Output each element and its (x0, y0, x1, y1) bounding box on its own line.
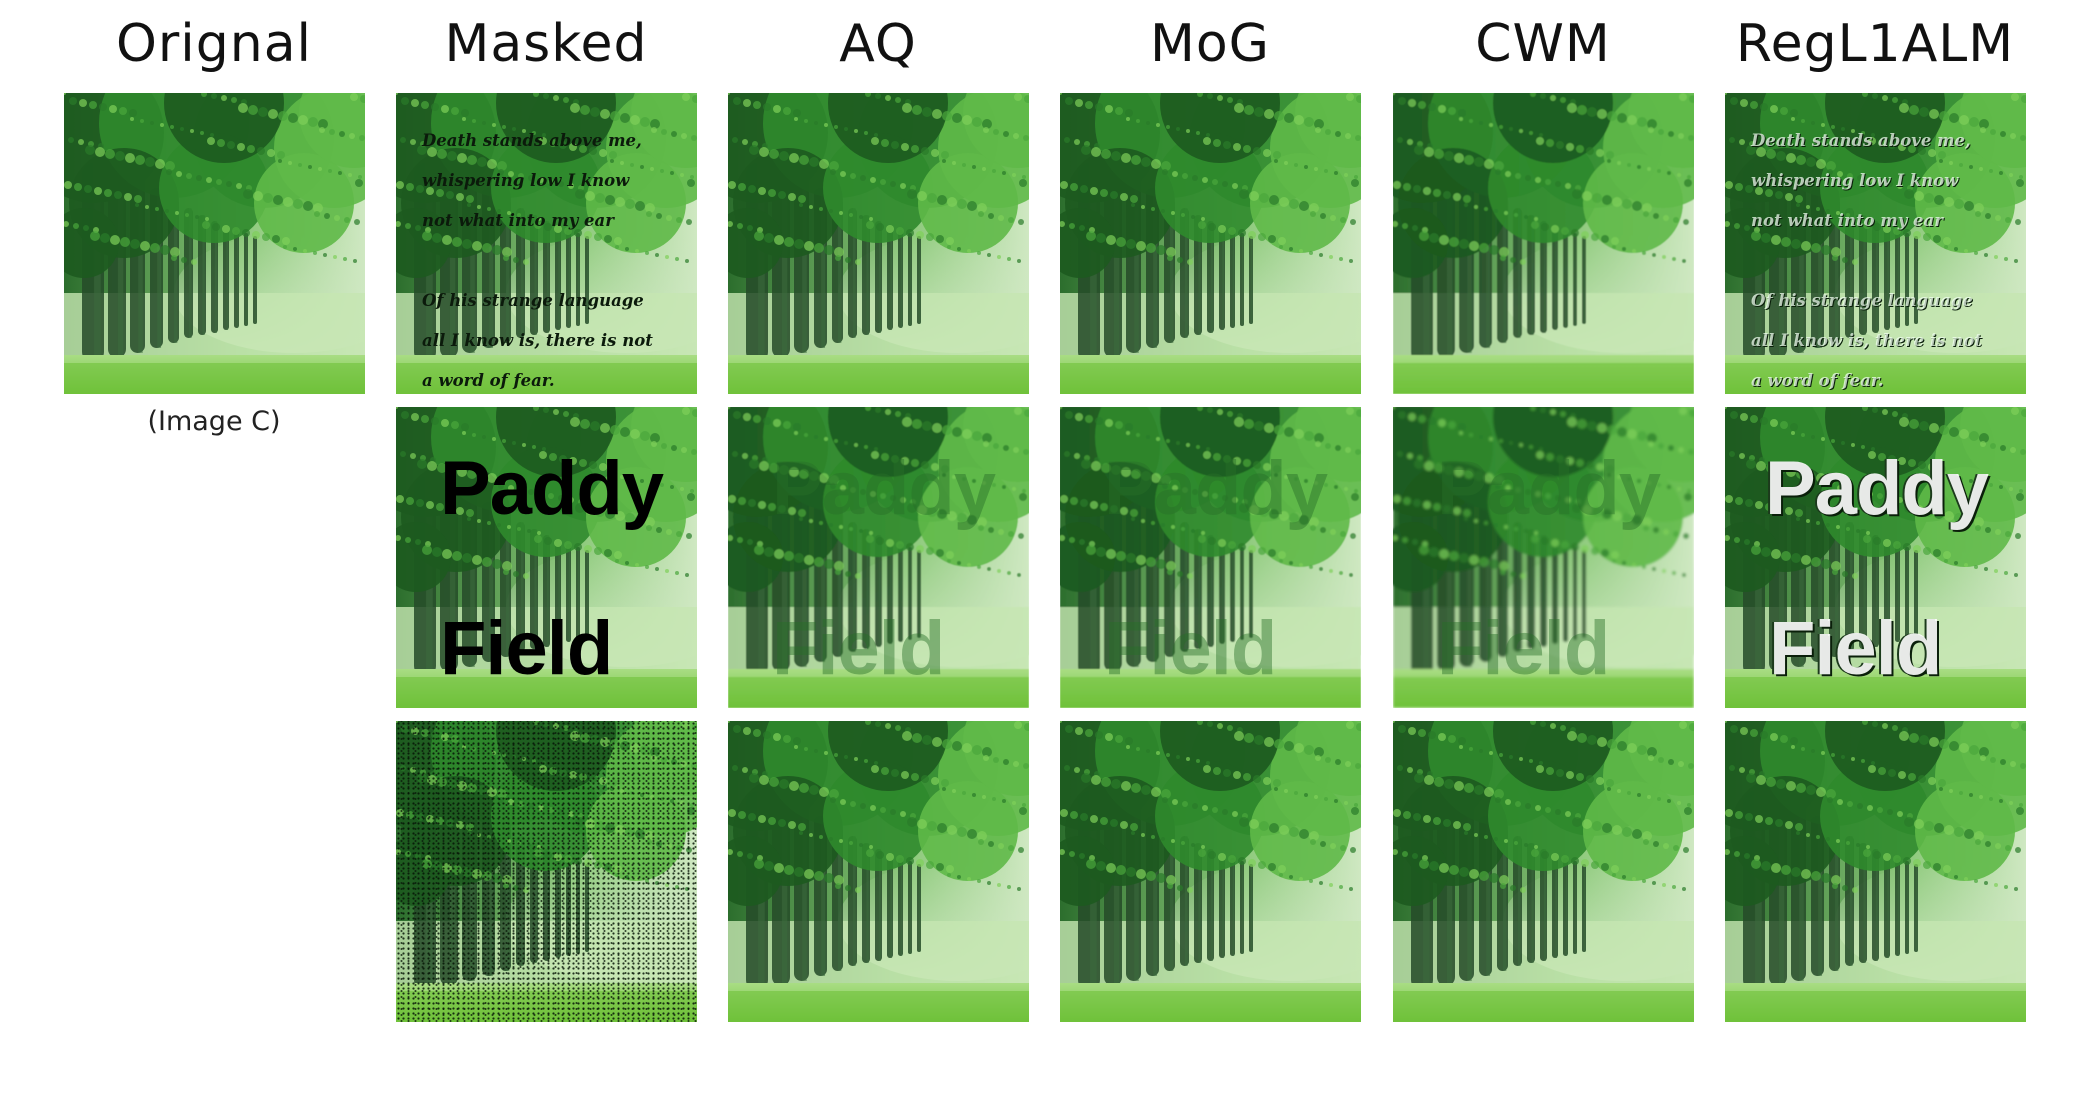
column-header-aq: AQ (839, 14, 917, 74)
aq-result-words: Paddy Field (728, 407, 1029, 708)
masked-word-paddy: Paddy (440, 446, 664, 531)
aq-result-poem (728, 93, 1029, 394)
masked-image-words: Paddy Field (396, 407, 697, 708)
noise-mask (396, 721, 697, 1022)
masked-word-field: Field (440, 606, 613, 691)
cwm-result-poem (1393, 93, 1694, 394)
mog-result-poem (1060, 93, 1361, 394)
original-caption: (Image C) (147, 406, 281, 437)
regl1alm-result-noise (1725, 721, 2026, 1022)
masked-word-paddy: Paddy (1104, 446, 1328, 531)
masked-image-poem: Death stands above me, whispering low I … (396, 93, 697, 394)
masked-word-field: Field (1769, 606, 1942, 691)
masked-word-field: Field (1104, 606, 1277, 691)
cwm-result-noise (1393, 721, 1694, 1022)
masked-word-field: Field (772, 606, 945, 691)
mog-result-noise (1060, 721, 1361, 1022)
original-image (64, 93, 365, 394)
mog-result-words: Paddy Field (1060, 407, 1361, 708)
masked-word-field: Field (1437, 606, 1610, 691)
column-header-masked: Masked (444, 14, 648, 74)
masked-word-paddy: Paddy (772, 446, 996, 531)
column-header-original: Orignal (115, 14, 313, 74)
masked-word-paddy: Paddy (1765, 446, 1989, 531)
masked-word-paddy: Paddy (1437, 446, 1661, 531)
masked-poem-text: Death stands above me, whispering low I … (1751, 131, 1982, 390)
aq-result-noise (728, 721, 1029, 1022)
regl1alm-result-poem: Death stands above me, whispering low I … (1725, 93, 2026, 394)
column-header-cwm: CWM (1475, 14, 1611, 74)
column-header-mog: MoG (1150, 14, 1270, 74)
masked-poem-text: Death stands above me, whispering low I … (422, 131, 653, 390)
regl1alm-result-words: Paddy Field (1725, 407, 2026, 708)
masked-image-noise (396, 721, 697, 1022)
cwm-result-words: Paddy Field (1393, 407, 1694, 708)
column-header-regl1alm: RegL1ALM (1735, 14, 2015, 74)
